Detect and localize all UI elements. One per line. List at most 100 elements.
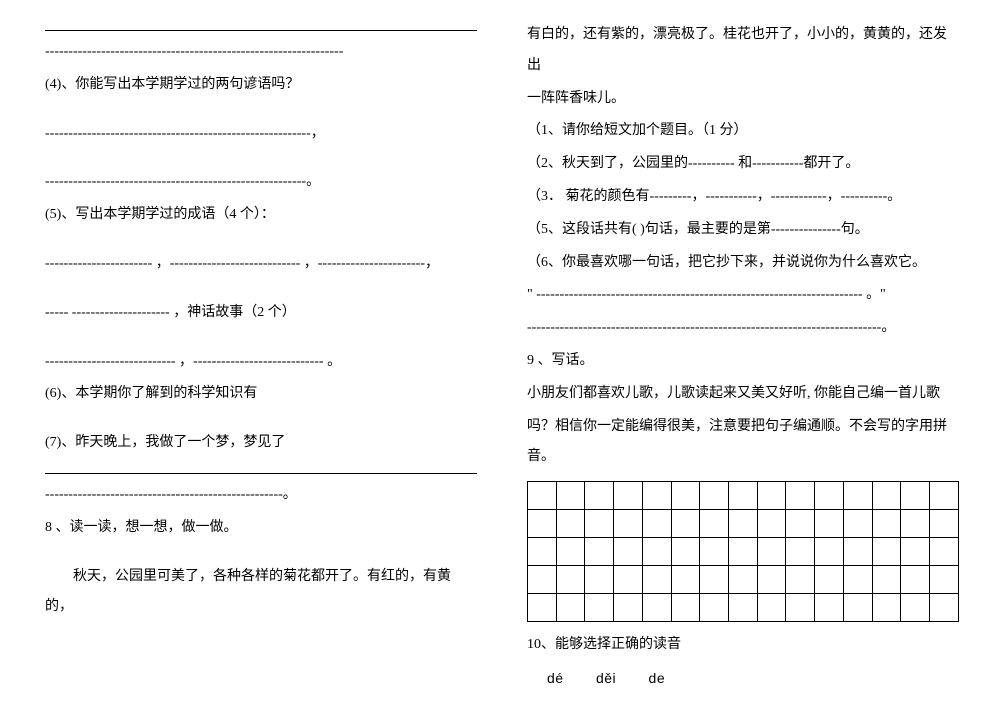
grid-cell (901, 566, 930, 594)
grid-cell (786, 538, 815, 566)
sub-question-5: （5、这段话共有( )句话，最主要的是第---------------句。 (527, 215, 959, 246)
grid-cell (729, 510, 758, 538)
blank-line-2 (45, 473, 477, 474)
grid-cell (843, 510, 872, 538)
grid-cell (872, 538, 901, 566)
grid-cell (614, 538, 643, 566)
grid-cell (700, 566, 729, 594)
pinyin-option-1: dé (547, 670, 564, 686)
grid-cell (528, 538, 557, 566)
grid-cell (556, 594, 585, 622)
question-6: (6)、本学期你了解到的科学知识有 (45, 379, 477, 410)
left-column: ----------------------------------------… (30, 20, 502, 689)
question-8: 8 、读一读，想一想，做一做。 (45, 513, 477, 544)
grid-cell (700, 510, 729, 538)
grid-cell (671, 510, 700, 538)
grid-cell (585, 538, 614, 566)
grid-cell (786, 594, 815, 622)
grid-cell (614, 482, 643, 510)
grid-cell (671, 538, 700, 566)
blank-line-1 (45, 30, 477, 31)
grid-cell (585, 510, 614, 538)
grid-cell (671, 566, 700, 594)
grid-cell (843, 594, 872, 622)
grid-cell (872, 510, 901, 538)
grid-cell (757, 510, 786, 538)
grid-cell (872, 594, 901, 622)
grid-cell (642, 538, 671, 566)
grid-cell (901, 594, 930, 622)
grid-cell (815, 510, 844, 538)
dashes-end: ----------------------------------------… (527, 313, 959, 344)
question-9: 9 、写话。 (527, 346, 959, 377)
sub-question-6: （6、你最喜欢哪一句话，把它抄下来，并说说你为什么喜欢它。 (527, 248, 959, 279)
grid-cell (930, 566, 959, 594)
grid-cell (528, 510, 557, 538)
sub-question-1: （1、请你给短文加个题目。（1 分） (527, 116, 959, 147)
grid-cell (843, 566, 872, 594)
question-5b: ----- --------------------- ，神话故事（2 个） (45, 298, 477, 329)
grid-cell (901, 510, 930, 538)
sub-question-2: （2、秋天到了，公园里的---------- 和-----------都开了。 (527, 149, 959, 180)
grid-cell (901, 538, 930, 566)
grid-cell (585, 566, 614, 594)
grid-cell (729, 538, 758, 566)
grid-cell (700, 538, 729, 566)
grid-cell (700, 482, 729, 510)
grid-cell (729, 482, 758, 510)
grid-cell (815, 594, 844, 622)
grid-cell (930, 538, 959, 566)
grid-cell (729, 566, 758, 594)
grid-cell (815, 538, 844, 566)
grid-cell (614, 566, 643, 594)
grid-cell (757, 566, 786, 594)
grid-cell (556, 510, 585, 538)
pinyin-option-3: de (649, 670, 666, 686)
grid-cell (872, 482, 901, 510)
dashes-6: ----------------------------------------… (45, 480, 477, 511)
grid-cell (757, 482, 786, 510)
grid-cell (671, 594, 700, 622)
grid-cell (843, 482, 872, 510)
dashes-3: ----------------------------------------… (45, 167, 477, 198)
grid-cell (729, 594, 758, 622)
grid-cell (614, 510, 643, 538)
dashes-2: ----------------------------------------… (45, 119, 477, 150)
grid-cell (872, 566, 901, 594)
grid-cell (700, 594, 729, 622)
dashes-4: ----------------------- ，---------------… (45, 249, 477, 280)
right-column: 有白的，还有紫的，漂亮极了。桂花也开了，小小的，黄黄的，还发出 一阵阵香味儿。 … (502, 20, 974, 689)
quote-dashes: " --------------------------------------… (527, 280, 959, 311)
para-line-1: 有白的，还有紫的，漂亮极了。桂花也开了，小小的，黄黄的，还发出 (527, 20, 959, 82)
grid-cell (528, 482, 557, 510)
grid-cell (556, 538, 585, 566)
grid-cell (528, 566, 557, 594)
question-5: (5)、写出本学期学过的成语（4 个）： (45, 200, 477, 231)
grid-cell (528, 594, 557, 622)
grid-cell (843, 538, 872, 566)
grid-cell (642, 594, 671, 622)
grid-cell (815, 566, 844, 594)
dashes-5: ---------------------------- ，----------… (45, 347, 477, 378)
grid-cell (930, 482, 959, 510)
writing-grid (527, 481, 959, 622)
grid-cell (930, 510, 959, 538)
grid-cell (786, 566, 815, 594)
dashes-1: ----------------------------------------… (45, 37, 477, 68)
grid-cell (614, 594, 643, 622)
grid-cell (757, 594, 786, 622)
q9-para-2: 吗？相信你一定能编得很美，注意要把句子编通顺。不会写的字用拼音。 (527, 412, 959, 474)
grid-cell (901, 482, 930, 510)
grid-cell (815, 482, 844, 510)
grid-cell (585, 482, 614, 510)
question-7: (7)、昨天晚上，我做了一个梦，梦见了 (45, 428, 477, 459)
grid-cell (556, 482, 585, 510)
grid-cell (786, 510, 815, 538)
question-10: 10、能够选择正确的读音 (527, 630, 959, 661)
q9-para-1: 小朋友们都喜欢儿歌，儿歌读起来又美又好听, 你能自己编一首儿歌 (527, 379, 959, 410)
grid-cell (556, 566, 585, 594)
grid-cell (585, 594, 614, 622)
grid-cell (671, 482, 700, 510)
grid-cell (642, 482, 671, 510)
pinyin-option-2: děi (596, 670, 616, 686)
